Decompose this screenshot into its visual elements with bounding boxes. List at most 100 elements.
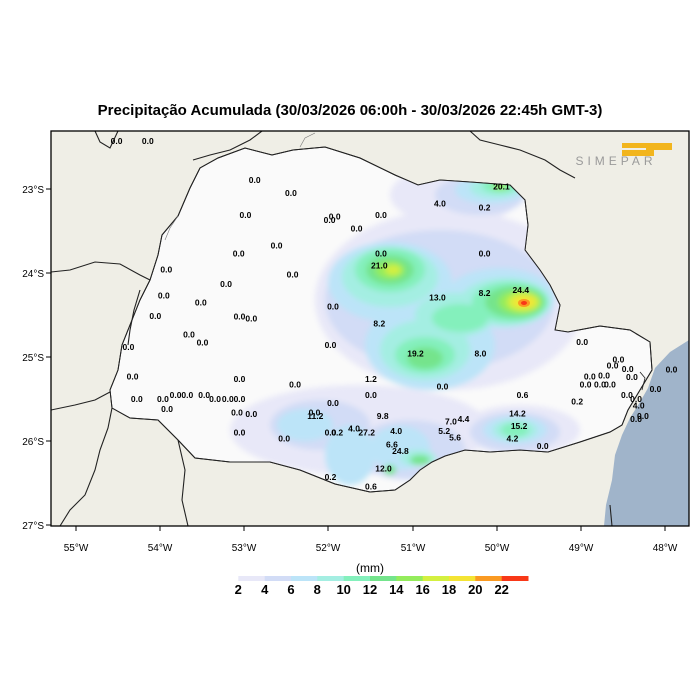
station-value: 0.0	[245, 409, 257, 419]
station-value: 0.0	[325, 340, 337, 350]
station-value: 0.0	[537, 441, 549, 451]
station-value: 0.0	[626, 372, 638, 382]
lon-tick-label: 48°W	[653, 543, 678, 554]
logo-wordmark: SIMEPAR	[575, 154, 656, 168]
legend-label: 16	[415, 582, 429, 597]
station-value: 4.4	[458, 414, 470, 424]
station-value: 0.0	[197, 338, 209, 348]
legend-unit: (mm)	[356, 561, 384, 575]
station-value: 0.2	[479, 203, 491, 213]
station-value: 0.0	[650, 384, 662, 394]
station-value: 0.0	[285, 188, 297, 198]
station-value: 0.0	[289, 380, 301, 390]
station-value: 0.0	[234, 374, 246, 384]
country-borders	[51, 131, 613, 526]
longitude-axis: 55°W 54°W 53°W 52°W 51°W 50°W 49°W 48°W	[64, 526, 678, 554]
legend-swatch	[212, 576, 239, 581]
station-value: 0.0	[325, 428, 337, 438]
station-value: 0.0	[327, 398, 339, 408]
station-value: 0.0	[278, 434, 290, 444]
station-value: 0.6	[517, 390, 529, 400]
station-value: 0.0	[231, 407, 243, 417]
station-value: 0.0	[327, 302, 339, 312]
station-value: 0.0	[365, 390, 377, 400]
station-value: 0.0	[249, 175, 261, 185]
lat-tick-label: 24°S	[22, 269, 44, 280]
legend-swatch	[370, 576, 397, 581]
station-value: 0.0	[233, 249, 245, 259]
station-value: 0.2	[331, 428, 343, 438]
station-value: 0.0	[351, 224, 363, 234]
lat-tick-label: 26°S	[22, 437, 44, 448]
lat-tick-label: 23°S	[22, 185, 44, 196]
station-value: 0.0	[329, 212, 341, 222]
legend-label: 18	[442, 582, 456, 597]
station-value: 0.0	[666, 365, 678, 375]
station-value: 0.0	[584, 371, 596, 381]
station-value: 0.0	[158, 291, 170, 301]
station-value: 0.0	[122, 342, 134, 352]
station-value: 0.0	[622, 364, 634, 374]
station-value: 0.0	[131, 394, 143, 404]
station-value: 0.0	[234, 312, 246, 322]
station-value: 0.0	[576, 337, 588, 347]
lon-tick-label: 53°W	[232, 543, 257, 554]
simepar-logo: SIMEPAR	[575, 143, 672, 168]
station-value: 0.0	[580, 380, 592, 390]
station-value: 0.0	[375, 249, 387, 259]
lon-tick-label: 52°W	[316, 543, 341, 554]
station-value: 5.2	[438, 426, 450, 436]
legend-swatch	[475, 576, 503, 581]
station-value: 0.0	[324, 215, 336, 225]
legend-swatch	[291, 576, 318, 581]
station-value: 0.2	[571, 397, 583, 407]
lon-tick-label: 50°W	[485, 543, 510, 554]
station-value: 0.0	[287, 270, 299, 280]
station-value: 0.0	[437, 381, 449, 391]
station-value: 12.0	[375, 464, 392, 474]
station-value: 0.0	[375, 210, 387, 220]
station-value: 0.0	[239, 210, 251, 220]
station-value: 0.0	[220, 279, 232, 289]
station-values: 0.0 0.020.10.00.04.0 0.20.00.00.00.00.00.0…	[111, 136, 678, 491]
station-value: 0.0	[612, 355, 624, 365]
station-value: 27.2	[358, 428, 375, 438]
legend-label: 14	[389, 582, 404, 597]
lon-tick-label: 49°W	[569, 543, 594, 554]
legend-swatch	[501, 576, 529, 581]
station-value: 14.2	[509, 408, 526, 418]
legend: (mm) 2 4 6 8 10 12 14 16 18 20 22	[212, 561, 529, 597]
station-value: 5.6	[449, 433, 461, 443]
station-value: 0.0	[621, 390, 633, 400]
station-value: 0.0	[111, 136, 123, 146]
legend-swatch	[343, 576, 371, 581]
legend-swatch	[317, 576, 345, 581]
station-value: 0.0	[234, 394, 246, 404]
station-value: 0.0	[161, 404, 173, 414]
station-value: 0.0	[271, 240, 283, 250]
legend-label: 4	[261, 582, 269, 597]
legend-swatch	[396, 576, 424, 581]
station-value: 0.0	[198, 390, 210, 400]
station-value: 7.0	[445, 417, 457, 427]
station-value: 0.0	[160, 265, 172, 275]
legend-label: 12	[363, 582, 377, 597]
station-value: 0.0	[222, 394, 234, 404]
station-value: 0.0	[170, 390, 182, 400]
station-value: 4.0	[390, 426, 402, 436]
legend-label: 8	[314, 582, 321, 597]
lon-tick-label: 54°W	[148, 543, 173, 554]
station-value: 0.0	[594, 380, 606, 390]
legend-swatch	[264, 576, 292, 581]
station-value: 4.0	[633, 401, 645, 411]
station-value: 0.0	[195, 297, 207, 307]
station-value: 24.4	[513, 285, 530, 295]
legend-label: 2	[235, 582, 242, 597]
station-value: 13.0	[429, 292, 446, 302]
station-value: 6.6	[386, 439, 398, 449]
station-value: 0.0	[245, 313, 257, 323]
station-value: 0.0	[479, 249, 491, 259]
station-value: 0.0	[181, 390, 193, 400]
station-value: 0.0	[630, 414, 642, 424]
map-title: Precipitação Acumulada (30/03/2026 06:00…	[97, 102, 603, 119]
